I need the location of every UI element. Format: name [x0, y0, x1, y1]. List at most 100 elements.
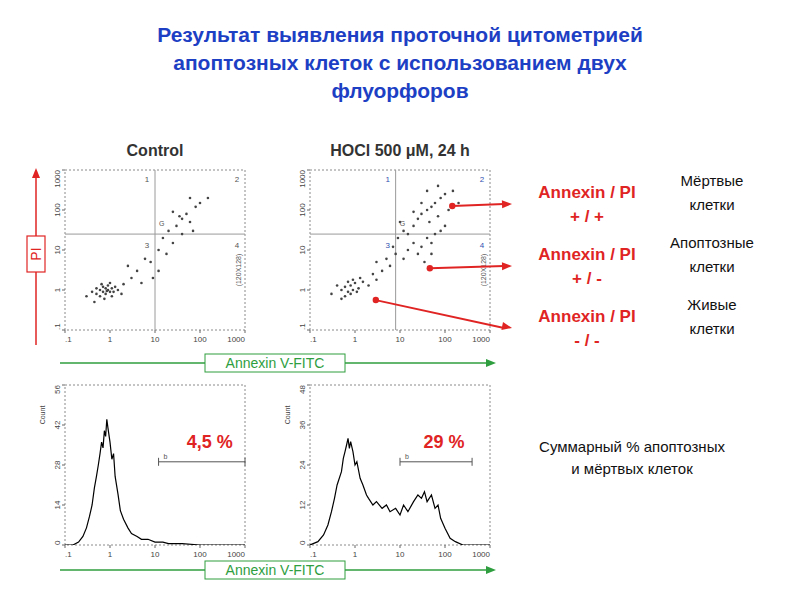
gate-line: [400, 461, 472, 462]
x-tick-label: 1000: [472, 335, 490, 344]
x-tick-label: 1000: [227, 550, 245, 559]
callout-label: + / -: [572, 269, 602, 288]
point: [144, 258, 147, 261]
arrow-head: [32, 168, 40, 178]
y-tick: [307, 385, 310, 386]
point: [340, 298, 343, 301]
title: флуорфоров: [331, 79, 468, 102]
y-tick-label: 1000: [53, 169, 62, 187]
quadrant-line: [310, 234, 490, 235]
point: [181, 233, 184, 236]
chart-title: Control: [127, 142, 184, 159]
y-tick-label: 0: [53, 540, 62, 545]
y-tick: [307, 425, 310, 426]
point: [402, 230, 405, 233]
callout-meaning: клетки: [689, 258, 734, 275]
point: [104, 293, 107, 296]
point: [152, 277, 155, 280]
y-tick: [307, 170, 310, 171]
point: [402, 258, 405, 261]
summary-label: Суммарный % апоптозных: [539, 438, 725, 455]
point: [162, 237, 165, 240]
point: [362, 281, 365, 284]
x-tick: [200, 545, 201, 548]
point: [457, 202, 460, 205]
quadrant-label: 3: [145, 241, 150, 250]
plot-frame: [310, 385, 490, 545]
callout-arrow: [376, 300, 504, 328]
point: [95, 293, 98, 296]
quadrant-label: 3: [385, 241, 390, 250]
y-tick-label: 10: [298, 245, 307, 254]
callout-arrow: [430, 266, 504, 268]
point: [437, 215, 440, 218]
point: [344, 286, 347, 289]
point: [434, 233, 437, 236]
point: [99, 289, 102, 292]
point: [103, 298, 106, 301]
label-box: [205, 354, 345, 372]
point: [117, 289, 120, 292]
arrow-head: [486, 566, 496, 574]
point: [407, 249, 410, 252]
point: [430, 253, 433, 256]
x-axis-label: Annexin V-FITC: [226, 355, 325, 371]
x-tick-label: 1: [108, 335, 113, 344]
chart: .11101001000012243648Countb29 %: [284, 384, 491, 559]
point: [157, 270, 160, 273]
point: [420, 213, 423, 216]
y-axis-label: PI: [28, 247, 44, 260]
y-tick: [307, 290, 310, 291]
point: [109, 282, 112, 285]
summary-label: и мёртвых клеток: [571, 460, 693, 477]
point: [330, 293, 333, 296]
point: [172, 211, 175, 214]
point: [426, 209, 429, 212]
callout-meaning: клетки: [689, 320, 734, 337]
x-tick: [355, 545, 356, 548]
y-tick-label: 1: [298, 287, 307, 292]
y-tick: [307, 330, 310, 331]
point: [392, 246, 395, 249]
callout-meaning: клетки: [689, 196, 734, 213]
quadrant-line: [65, 234, 245, 235]
x-tick: [445, 330, 446, 333]
callout-meaning: Живые: [687, 296, 736, 313]
point: [349, 284, 352, 287]
point: [102, 291, 105, 294]
point: [354, 282, 357, 285]
point: [430, 206, 433, 209]
point: [428, 221, 431, 224]
quadrant-label: 2: [235, 175, 240, 184]
arrow-head: [486, 359, 496, 367]
point: [192, 230, 195, 233]
plot-frame: [65, 170, 245, 330]
point: [407, 233, 410, 236]
point: [167, 230, 170, 233]
point: [104, 287, 107, 290]
point: [426, 190, 429, 193]
x-tick-label: .1: [310, 335, 317, 344]
point: [111, 287, 114, 290]
x-tick-label: .1: [65, 335, 72, 344]
point: [91, 291, 94, 294]
callout-label: Annexin / PI: [538, 307, 635, 326]
y-tick-label: 24: [298, 460, 307, 469]
y-tick-label: .1: [298, 323, 307, 330]
y-tick: [62, 465, 65, 466]
y-axis-label: Count: [284, 406, 291, 425]
gate-end: [158, 458, 159, 466]
canvas: Результат выявления проточной цитометрие…: [0, 0, 800, 600]
y-tick: [62, 505, 65, 506]
point: [189, 197, 192, 200]
point: [194, 206, 197, 209]
point: [423, 261, 426, 264]
x-tick-label: 100: [438, 550, 452, 559]
point: [452, 190, 455, 193]
x-tick-label: 100: [438, 335, 452, 344]
y-tick-label: 1000: [298, 169, 307, 187]
annotation: (120X128): [480, 254, 488, 287]
y-tick-label: 0: [298, 540, 307, 545]
y-axis-label: Count: [39, 406, 46, 425]
point: [352, 278, 355, 281]
